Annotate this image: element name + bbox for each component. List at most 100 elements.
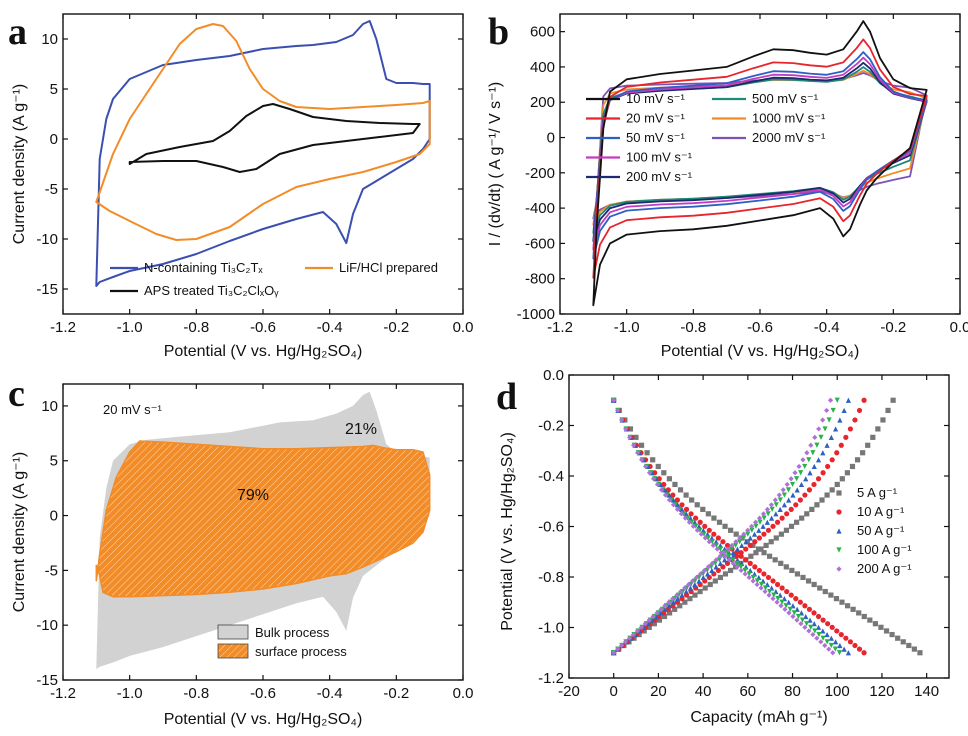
x-tick-label: -0.8: [680, 319, 706, 336]
data-point-c13: [677, 603, 683, 609]
data-point-d31: [734, 564, 740, 570]
data-point-c51: [818, 434, 824, 440]
data-point-c31: [752, 539, 758, 545]
legend-label-0: 5 A g⁻¹: [857, 485, 898, 500]
data-point-c46: [798, 470, 804, 476]
data-point-c34: [749, 527, 755, 533]
data-point-d29: [743, 557, 749, 563]
data-point-d39: [788, 592, 794, 598]
data-point-c44: [811, 481, 817, 488]
data-point-c26: [716, 557, 722, 563]
data-point-d20: [690, 523, 696, 529]
data-point-c33: [751, 531, 758, 537]
x-tick-label: -0.6: [250, 685, 276, 702]
data-point-c9: [646, 617, 652, 623]
data-point-c43: [829, 487, 835, 493]
y-tick-label: 10: [41, 31, 58, 48]
data-point-d19: [686, 519, 692, 525]
data-point-c45: [788, 476, 794, 482]
data-point-d47: [872, 621, 878, 627]
data-point-d6: [644, 450, 650, 456]
data-point-d20: [722, 523, 728, 529]
data-point-c17: [697, 588, 703, 595]
data-point-d20: [702, 523, 708, 529]
data-point-d41: [839, 599, 845, 605]
series-line-0: [592, 20, 928, 307]
data-point-d55: [917, 650, 923, 656]
data-point-c52: [875, 426, 881, 432]
data-point-c2: [618, 642, 625, 649]
y-tick-label: -0.4: [538, 468, 564, 485]
data-point-d54: [911, 646, 917, 652]
data-point-d48: [829, 624, 835, 630]
data-point-c19: [692, 581, 698, 588]
x-tick-label: -1.0: [117, 685, 143, 702]
data-point-d54: [826, 646, 832, 652]
data-point-d32: [756, 567, 762, 574]
data-point-c35: [788, 523, 795, 529]
data-point-d41: [774, 599, 780, 605]
data-point-c35: [760, 523, 766, 529]
data-point-d24: [720, 539, 726, 545]
data-point-d53: [822, 642, 828, 649]
legend-label-2: 50 mV s⁻¹: [626, 130, 686, 145]
data-point-d15: [675, 502, 681, 508]
data-point-d43: [850, 606, 856, 612]
y-tick-label: 0: [50, 131, 58, 148]
legend-label-5: 500 mV s⁻¹: [752, 91, 819, 106]
data-point-d36: [758, 581, 765, 588]
data-point-d12: [665, 487, 671, 493]
data-point-d50: [810, 631, 816, 638]
y-tick-label: -5: [45, 562, 58, 579]
data-point-c51: [828, 434, 834, 440]
data-point-c55: [861, 397, 867, 403]
data-point-c11: [666, 610, 673, 616]
legend-label-1: surface process: [255, 644, 347, 659]
legend-label-1: LiF/HCl prepared: [339, 260, 438, 275]
data-point-c6: [634, 628, 640, 634]
data-point-legend-marker-1: [836, 509, 842, 515]
data-point-c30: [747, 542, 753, 549]
data-point-d17: [688, 511, 694, 517]
y-tick-label: 200: [530, 94, 555, 111]
data-point-d16: [683, 506, 690, 512]
y-tick-label: 10: [41, 398, 58, 415]
data-point-c34: [783, 527, 790, 533]
data-point-d43: [782, 606, 788, 612]
data-point-c50: [808, 442, 814, 448]
data-point-d42: [844, 603, 851, 609]
data-point-c50: [824, 442, 830, 448]
data-point-c52: [847, 426, 854, 432]
data-point-d35: [750, 578, 756, 584]
data-point-c28: [721, 550, 727, 556]
data-point-d45: [795, 613, 802, 620]
data-point-d35: [754, 578, 760, 584]
series-line-2: [128, 103, 421, 173]
data-point-d21: [706, 527, 712, 533]
data-point-d49: [812, 628, 818, 634]
surface-area: [95, 440, 431, 598]
data-point-d38: [762, 588, 768, 595]
y-tick-label: -10: [36, 617, 58, 634]
data-point-c6: [641, 628, 647, 634]
series-1: [611, 397, 867, 656]
legend-label-0: 10 mV s⁻¹: [626, 91, 686, 106]
data-point-c37: [779, 515, 785, 521]
data-point-c47: [802, 463, 808, 470]
data-point-c15: [670, 596, 676, 602]
data-point-c33: [745, 531, 751, 537]
data-point-d7: [650, 457, 656, 463]
data-point-c21: [693, 574, 700, 581]
data-point-c44: [784, 481, 790, 488]
data-point-d49: [820, 628, 826, 634]
data-point-c48: [815, 457, 822, 463]
x-axis-label: Potential (V vs. Hg/Hg₂SO₄): [164, 343, 363, 360]
data-point-c18: [687, 585, 694, 591]
data-point-d51: [843, 635, 849, 641]
data-point-c22: [697, 571, 704, 577]
data-point-d40: [793, 596, 799, 602]
data-point-c47: [825, 463, 831, 470]
data-point-d48: [808, 624, 814, 630]
data-point-c12: [662, 606, 668, 612]
y-tick-label: 0.0: [543, 367, 564, 384]
